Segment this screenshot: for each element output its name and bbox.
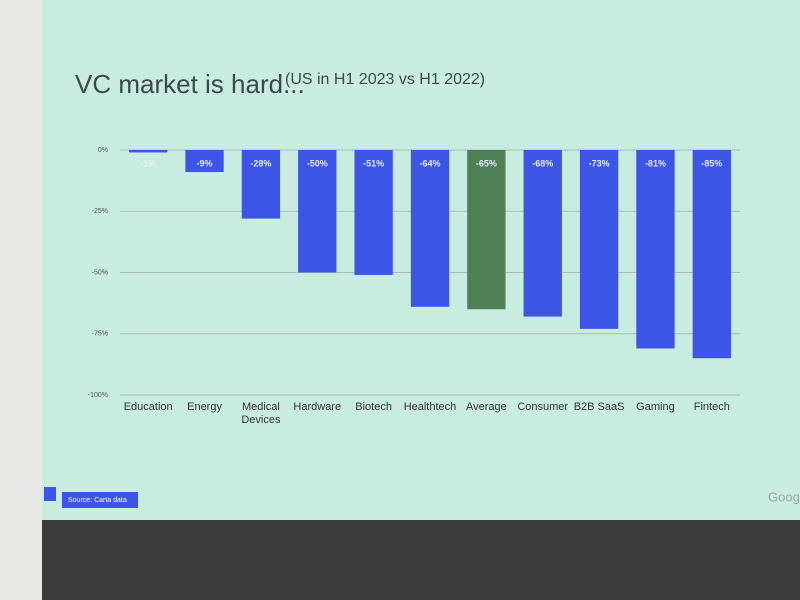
bar bbox=[692, 150, 731, 359]
bar bbox=[579, 150, 619, 329]
bar bbox=[523, 150, 562, 317]
bar bbox=[185, 150, 224, 173]
bar bbox=[636, 150, 675, 349]
chart-title: VC market is hard... bbox=[75, 69, 305, 99]
x-tick-label: Average bbox=[465, 401, 507, 413]
y-tick-label: 0% bbox=[98, 147, 108, 154]
x-tick-label: B2B SaaS bbox=[573, 401, 625, 413]
x-tick-label: Gaming bbox=[636, 401, 675, 413]
source: Source: Carta data bbox=[68, 497, 127, 504]
value-label: -51% bbox=[363, 158, 384, 168]
y-tick-label: -100% bbox=[88, 392, 108, 399]
value-label: -81% bbox=[645, 158, 666, 168]
chart-subtitle: (US in H1 2023 vs H1 2022) bbox=[285, 71, 485, 88]
y-tick-label: -50% bbox=[92, 269, 108, 276]
logo-text: Goog bbox=[768, 489, 800, 504]
bar bbox=[241, 150, 281, 219]
logo-icon bbox=[44, 487, 56, 501]
value-label: -64% bbox=[419, 158, 440, 168]
source-box bbox=[62, 492, 138, 508]
bar bbox=[410, 150, 450, 307]
x-tick-label: Healthtech bbox=[403, 401, 457, 413]
value-label: -9% bbox=[197, 158, 213, 168]
wall bbox=[0, 0, 42, 600]
bar bbox=[354, 150, 393, 275]
y-tick-label: -25% bbox=[92, 208, 108, 215]
value-label: -65% bbox=[476, 158, 497, 168]
bar bbox=[298, 150, 337, 273]
x-tick-label: Energy bbox=[187, 401, 222, 413]
bar bbox=[129, 150, 168, 153]
x-tick-label: Consumer bbox=[517, 401, 569, 413]
x-tick-label: Biotech bbox=[355, 401, 392, 413]
value-label: -50% bbox=[307, 158, 328, 168]
value-label: -1% bbox=[140, 158, 156, 168]
value-label: -68% bbox=[532, 158, 553, 168]
bar bbox=[467, 150, 506, 310]
value-label: -28% bbox=[250, 158, 271, 168]
value-label: -73% bbox=[589, 158, 610, 168]
x-tick-label: Hardware bbox=[293, 401, 342, 413]
x-tick-label: Education bbox=[123, 401, 173, 413]
value-label: -85% bbox=[701, 158, 722, 168]
x-tick-label: Medical Devices bbox=[241, 401, 281, 426]
y-tick-label: -75% bbox=[92, 331, 108, 338]
x-tick-label: Fintech bbox=[693, 401, 730, 413]
